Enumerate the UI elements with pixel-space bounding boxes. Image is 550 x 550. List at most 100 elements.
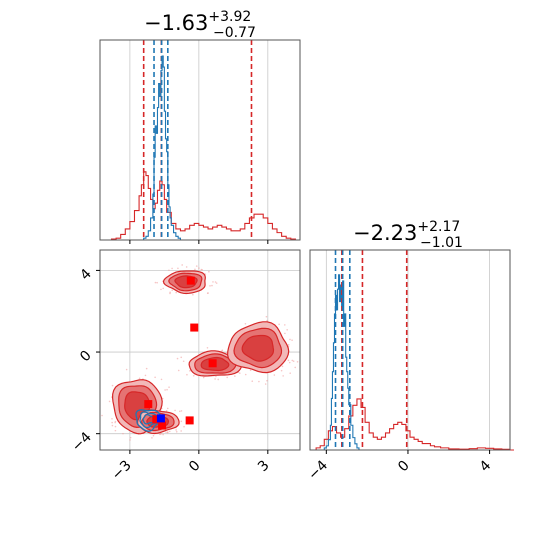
sample-point xyxy=(180,420,183,423)
sample-point xyxy=(175,429,177,431)
sample-point xyxy=(194,268,196,271)
panel-frame xyxy=(99,39,301,241)
sample-point xyxy=(251,380,254,383)
sample-point xyxy=(165,431,167,433)
sample-point xyxy=(291,359,294,362)
sample-point xyxy=(185,266,188,268)
sample-point xyxy=(162,433,164,436)
sample-point xyxy=(226,376,228,379)
sample-point xyxy=(111,417,113,420)
sample-point xyxy=(238,372,241,374)
sample-point xyxy=(177,369,180,372)
sample-point xyxy=(111,424,114,427)
sample-point xyxy=(249,369,252,372)
sample-point xyxy=(144,374,147,377)
sample-point xyxy=(288,361,291,364)
blue-histogram-x1 xyxy=(141,55,185,241)
sample-point xyxy=(166,388,168,391)
title-x1: −1.63+3.92 xyxy=(144,9,251,35)
sample-point xyxy=(234,375,236,377)
sample-point xyxy=(195,265,198,267)
sample-point xyxy=(281,365,284,368)
sample-point xyxy=(168,430,171,433)
title-x2: −2.23+2.17 xyxy=(353,219,460,245)
red-square-marker xyxy=(208,359,217,368)
sample-point xyxy=(273,374,276,376)
sample-point xyxy=(266,319,268,322)
sample-point xyxy=(289,338,291,341)
sample-point xyxy=(212,281,214,283)
panel-histogram-x2: −4 0 4 xyxy=(305,249,514,483)
sample-point xyxy=(283,324,286,326)
title-x2-sup: +2.17 xyxy=(417,219,460,235)
sample-point xyxy=(129,436,132,439)
red-square-marker xyxy=(186,276,195,285)
sample-point xyxy=(160,288,162,291)
title-x1-sup: +3.92 xyxy=(208,9,251,25)
sample-point xyxy=(266,379,268,382)
sample-point xyxy=(244,373,247,376)
sample-point xyxy=(280,369,283,372)
sample-point xyxy=(291,339,293,342)
sample-point xyxy=(284,332,286,335)
sample-point xyxy=(108,400,111,403)
sample-point xyxy=(114,425,117,428)
sample-point xyxy=(215,375,217,378)
sample-point xyxy=(292,360,295,362)
sample-point xyxy=(160,433,162,435)
panel-frame xyxy=(309,249,511,451)
red-square-marker xyxy=(152,415,161,424)
sample-point xyxy=(296,360,299,363)
sample-point xyxy=(145,367,148,370)
sample-point xyxy=(214,281,217,283)
sample-point xyxy=(208,270,210,273)
sample-point xyxy=(122,432,124,435)
sample-point xyxy=(164,389,166,391)
red-square-marker xyxy=(144,400,153,409)
sample-point xyxy=(129,439,131,441)
sample-point xyxy=(189,370,191,372)
title-x1-value: −1.63 xyxy=(144,11,208,35)
sample-point xyxy=(192,293,194,296)
sample-point xyxy=(289,372,291,374)
sample-point xyxy=(209,285,211,287)
sample-point xyxy=(160,378,163,381)
sample-point xyxy=(180,410,183,412)
sample-point xyxy=(101,414,103,417)
blue-density-contour-mid xyxy=(139,411,159,429)
sample-point xyxy=(215,282,218,284)
sample-point xyxy=(114,421,116,424)
sample-point xyxy=(278,323,280,326)
sample-point xyxy=(171,289,174,291)
sample-point xyxy=(154,376,156,379)
sample-point xyxy=(154,281,157,284)
sample-point xyxy=(180,356,183,359)
panel-histogram-x1 xyxy=(99,39,301,244)
sample-point xyxy=(182,360,185,363)
sample-point xyxy=(111,421,113,424)
sample-point xyxy=(258,380,260,383)
sample-point xyxy=(206,346,209,349)
sample-point xyxy=(138,377,141,380)
sample-point xyxy=(166,431,169,434)
sample-point xyxy=(287,344,290,346)
sample-point xyxy=(162,287,165,290)
title-x2-value: −2.23 xyxy=(353,221,417,245)
sample-point xyxy=(111,384,114,387)
sample-point xyxy=(202,376,205,379)
sample-point xyxy=(282,375,284,377)
sample-point xyxy=(125,368,128,371)
sample-point xyxy=(265,315,268,318)
red-density-contour-inner xyxy=(241,334,275,362)
joint-plot-area xyxy=(100,250,300,450)
red-square-marker xyxy=(190,323,199,332)
sample-point xyxy=(152,434,155,437)
title-x1-sub: −0.77 xyxy=(213,25,256,41)
sample-point xyxy=(294,366,297,369)
sample-point xyxy=(183,425,185,428)
sample-point xyxy=(192,374,195,377)
title-x2-sub: −1.01 xyxy=(420,235,463,251)
sample-point xyxy=(165,409,168,412)
blue-histogram-x2 xyxy=(322,274,363,451)
sample-point xyxy=(169,291,171,294)
